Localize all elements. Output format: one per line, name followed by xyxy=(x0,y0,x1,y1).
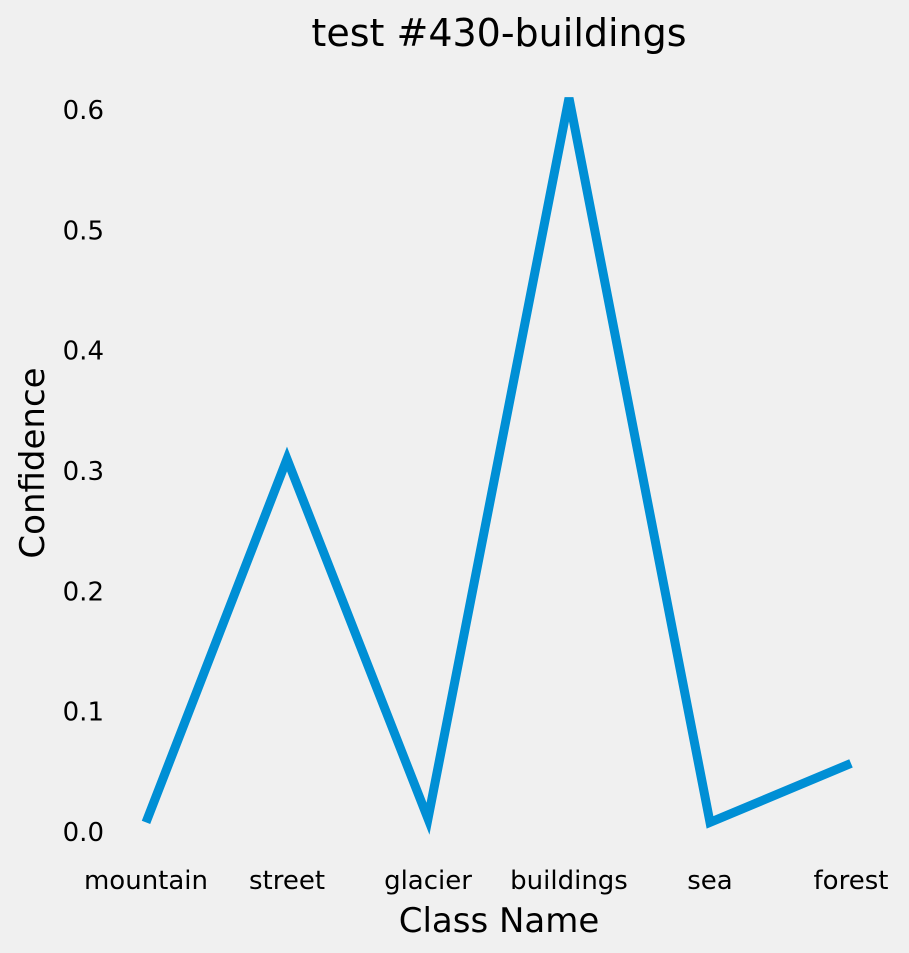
y-tick-label: 0.2 xyxy=(63,577,104,607)
series-group xyxy=(141,97,853,835)
x-tick-label: glacier xyxy=(384,866,472,896)
x-tick-label: sea xyxy=(687,866,732,896)
chart-title: test #430-buildings xyxy=(311,11,686,55)
y-tick-label: 0.5 xyxy=(63,216,104,246)
y-tick-label: 0.6 xyxy=(63,96,104,126)
y-axis-label: Confidence xyxy=(13,367,53,558)
x-tick-label: buildings xyxy=(510,866,628,896)
y-tick-label: 0.3 xyxy=(63,457,104,487)
series-line xyxy=(141,97,853,835)
x-tick-label: street xyxy=(249,866,325,896)
y-tick-label: 0.1 xyxy=(63,698,104,728)
x-axis-ticks: mountain street glacier buildings sea forest xyxy=(84,866,888,896)
x-axis-label: Class Name xyxy=(399,901,600,941)
x-tick-label: mountain xyxy=(84,866,208,896)
y-axis-ticks: 0.0 0.1 0.2 0.3 0.4 0.5 0.6 xyxy=(63,96,104,848)
y-tick-label: 0.0 xyxy=(63,818,104,848)
y-tick-label: 0.4 xyxy=(63,337,104,367)
x-tick-label: forest xyxy=(814,866,889,896)
